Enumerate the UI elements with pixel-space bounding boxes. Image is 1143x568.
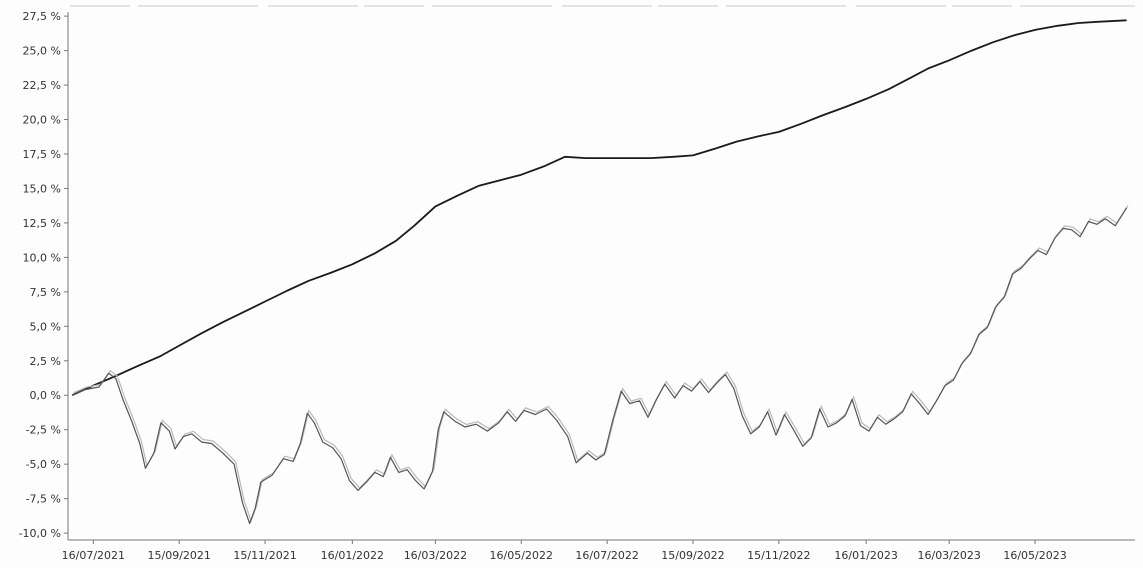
series-line-2 xyxy=(71,207,1128,525)
y-tick-label: 17,5 % xyxy=(23,148,61,161)
x-tick-label: 15/11/2022 xyxy=(747,549,810,562)
y-tick-label: 0,0 % xyxy=(30,389,61,402)
x-tick-label: 15/09/2021 xyxy=(148,549,211,562)
y-tick-label: 22,5 % xyxy=(23,79,61,92)
y-tick-label: -10,0 % xyxy=(19,527,61,540)
y-tick-label: 27,5 % xyxy=(23,10,61,23)
y-tick-label: 10,0 % xyxy=(23,251,61,264)
series-line-1 xyxy=(71,19,1127,397)
y-tick-label: 2,5 % xyxy=(30,355,61,368)
x-tick-label: 16/03/2022 xyxy=(404,549,467,562)
y-tick-label: 7,5 % xyxy=(30,286,61,299)
x-tick-label: 16/01/2023 xyxy=(834,549,897,562)
y-tick-label: 12,5 % xyxy=(23,217,61,230)
x-tick-label: 15/11/2021 xyxy=(233,549,296,562)
y-tick-label: -7,5 % xyxy=(26,493,61,506)
x-tick-label: 16/07/2022 xyxy=(575,549,638,562)
x-tick-label: 16/07/2021 xyxy=(62,549,125,562)
y-tick-label: -2,5 % xyxy=(26,424,61,437)
x-axis-ticks: 16/07/2021 15/09/2021 15/11/2021 16/01/2022… xyxy=(62,540,1067,562)
y-tick-label: 5,0 % xyxy=(30,320,61,333)
x-tick-label: 16/03/2023 xyxy=(917,549,980,562)
y-tick-label: 15,0 % xyxy=(23,182,61,195)
series-line-shadow xyxy=(73,204,1129,523)
y-axis-ticks: 27,5 % 25,0 % 22,5 % 20,0 % 17,5 % 15,0 % 12,5… xyxy=(19,10,68,540)
series-layer xyxy=(71,19,1129,525)
y-tick-label: 25,0 % xyxy=(23,45,61,58)
x-tick-label: 16/05/2023 xyxy=(1003,549,1066,562)
y-tick-label: -5,0 % xyxy=(26,458,61,471)
x-tick-label: 15/09/2022 xyxy=(661,549,724,562)
x-tick-label: 16/01/2022 xyxy=(321,549,384,562)
x-tick-label: 16/05/2022 xyxy=(490,549,553,562)
y-tick-label: 20,0 % xyxy=(23,114,61,127)
